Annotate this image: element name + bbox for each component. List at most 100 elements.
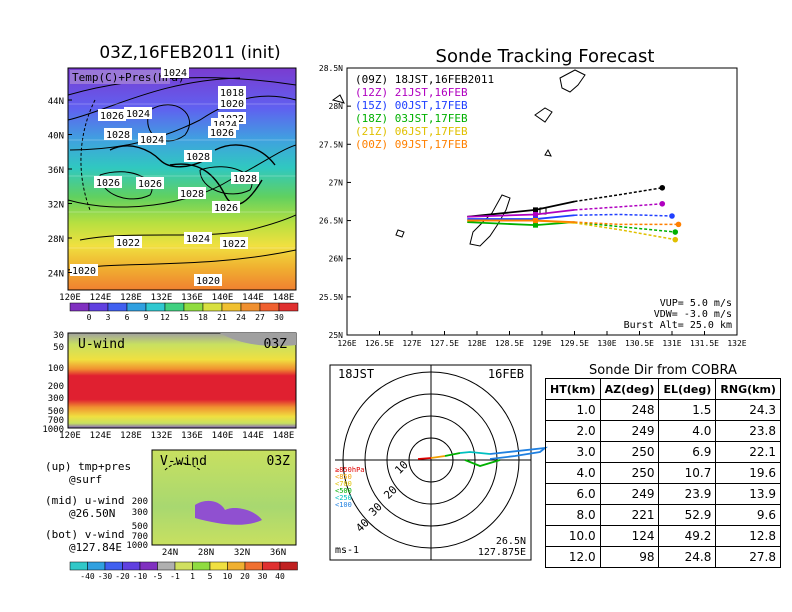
legend-entry: (18Z) 03JST,17FEB <box>355 112 468 125</box>
isobar-label-bg <box>231 172 259 184</box>
colorbar-tick: 21 <box>217 313 227 322</box>
wind-colorbar-swatch <box>262 561 281 571</box>
u-wind-p-tick: 300 <box>48 394 64 404</box>
table-cell: 3.0 <box>545 441 601 463</box>
compass-lon: 127.875E <box>478 547 526 558</box>
map-lon-tick: 128E <box>120 293 142 303</box>
track-lon-tick: 128.5E <box>495 339 524 348</box>
isobar-label: 1024 <box>126 109 150 120</box>
compass-time: 18JST <box>338 367 374 381</box>
isobar-label: 1020 <box>220 99 244 110</box>
panel-note: @26.50N <box>69 507 116 520</box>
panel-note: (bot) v-wind <box>45 528 125 541</box>
isobar-label: 1022 <box>116 238 140 249</box>
map-lat-tick: 44N <box>48 97 64 107</box>
isobar-label: 1028 <box>186 152 210 163</box>
table-cell: 249 <box>599 483 660 505</box>
legend-entry: (09Z) 18JST,16FEB2011 <box>355 73 494 86</box>
legend-entry: (00Z) 09JST,17FEB <box>355 138 468 151</box>
v-wind-time: 03Z <box>267 454 291 469</box>
isobar-label: 1018 <box>220 88 244 99</box>
v-wind-p-tick: 1000 <box>126 541 148 551</box>
panel-note: (mid) u-wind <box>45 494 125 507</box>
track-lat-tick: 27.5N <box>319 140 343 149</box>
table-cell: 49.2 <box>658 525 717 547</box>
table-cell: 9.6 <box>715 504 781 526</box>
table-row: 6.0 249 23.9 13.9 <box>545 483 781 505</box>
isobar-label-bg <box>194 274 222 286</box>
tracking-legend: (09Z) 18JST,16FEB2011(12Z) 21JST,16FEB(1… <box>355 73 494 151</box>
u-wind-lon-tick: 120E <box>59 431 81 441</box>
map-lon-tick: 132E <box>151 293 173 303</box>
track-lat-tick: 25N <box>329 331 344 340</box>
track-endpoint <box>669 213 675 219</box>
temp-pressure-map: 03Z,16FEB2011 (init) <box>48 43 299 322</box>
tracking-chart: Sonde Tracking Forecast 28.5N 28N 27.5N 27N… <box>319 46 747 348</box>
track-lon-tick: 131E <box>662 339 681 348</box>
wind-colorbar: -40 -30 -20 -10 -5 -1 1 5 10 20 30 40 <box>69 561 298 581</box>
table-header-cell: RNG(km) <box>715 378 781 400</box>
colorbar-swatch <box>221 302 242 312</box>
table-cell: 12.0 <box>545 546 601 568</box>
isobar-label: 1020 <box>196 276 220 287</box>
isobar-label: 1024 <box>213 120 237 131</box>
colorbar-swatch <box>202 302 223 312</box>
u-wind-p-tick: 50 <box>53 343 64 353</box>
u-wind-lon-tick: 148E <box>273 431 295 441</box>
table-header-cell: EL(deg) <box>658 378 717 400</box>
table-cell: 6.9 <box>658 441 717 463</box>
v-wind-p-tick: 300 <box>132 508 148 518</box>
table-cell: 19.6 <box>715 462 781 484</box>
track-marker <box>533 222 538 228</box>
colorbar-swatch <box>126 302 147 312</box>
table-cell: 24.8 <box>658 546 717 568</box>
table-cell: 23.9 <box>658 483 717 505</box>
table-cell: 250 <box>599 462 660 484</box>
v-wind-lat-tick: 32N <box>234 548 250 558</box>
u-wind-lon-tick: 140E <box>212 431 234 441</box>
isobar-label-bg <box>94 176 122 188</box>
isobar-label-bg <box>212 201 240 213</box>
legend-entry: (15Z) 00JST,17FEB <box>355 99 468 112</box>
track-endpoint <box>675 221 682 228</box>
colorbar-tick: 27 <box>255 313 265 322</box>
track-endpoint <box>659 200 666 207</box>
wind-colorbar-tick: 20 <box>240 572 250 581</box>
table-cell: 24.3 <box>715 399 781 421</box>
isobar-label: 1020 <box>72 266 96 277</box>
wind-colorbar-swatch <box>157 561 176 571</box>
colorbar-tick: 30 <box>274 313 284 322</box>
compass-legend: ≥850hPa<850<700<500<250<100 <box>335 466 365 509</box>
info-line: VDW= -3.0 m/s <box>654 309 732 320</box>
track-endpoint <box>672 236 679 243</box>
track-line-dashed <box>574 213 673 217</box>
track-line-dashed <box>574 221 679 226</box>
colorbar-swatch <box>69 302 90 312</box>
panel-note: @127.84E <box>69 541 122 554</box>
colorbar-swatch <box>278 302 299 312</box>
map-lat-tick: 28N <box>48 235 64 245</box>
isobar-label: 1028 <box>106 130 130 141</box>
table-cell: 52.9 <box>658 504 717 526</box>
map-title: 03Z,16FEB2011 (init) <box>99 43 280 63</box>
compass-trajectory <box>417 446 548 467</box>
isobar-label-bg <box>161 66 189 78</box>
compass-legend-item: <250 <box>335 494 352 502</box>
isobar-label-bg <box>218 97 246 109</box>
isobar-label-bg <box>178 187 206 199</box>
table-row: 3.0 250 6.9 22.1 <box>545 441 781 463</box>
v-wind-p-tick: 500 <box>132 522 148 532</box>
isobar-label-bg <box>70 264 98 276</box>
track-line-dashed <box>574 187 663 203</box>
v-wind-lat-tick: 24N <box>162 548 178 558</box>
u-wind-p-tick: 200 <box>48 382 64 392</box>
isobar-label-bg <box>208 126 236 138</box>
u-wind-lon-tick: 136E <box>181 431 203 441</box>
wind-colorbar-tick: 5 <box>208 572 213 581</box>
v-wind-p-tick: 700 <box>132 532 148 542</box>
table-cell: 13.9 <box>715 483 781 505</box>
table-row: 4.0 250 10.7 19.6 <box>545 462 781 484</box>
legend-entry: (21Z) 06JST,17FEB <box>355 125 468 138</box>
colorbar-tick: 15 <box>179 313 189 322</box>
ring-label: 10 <box>392 458 411 477</box>
